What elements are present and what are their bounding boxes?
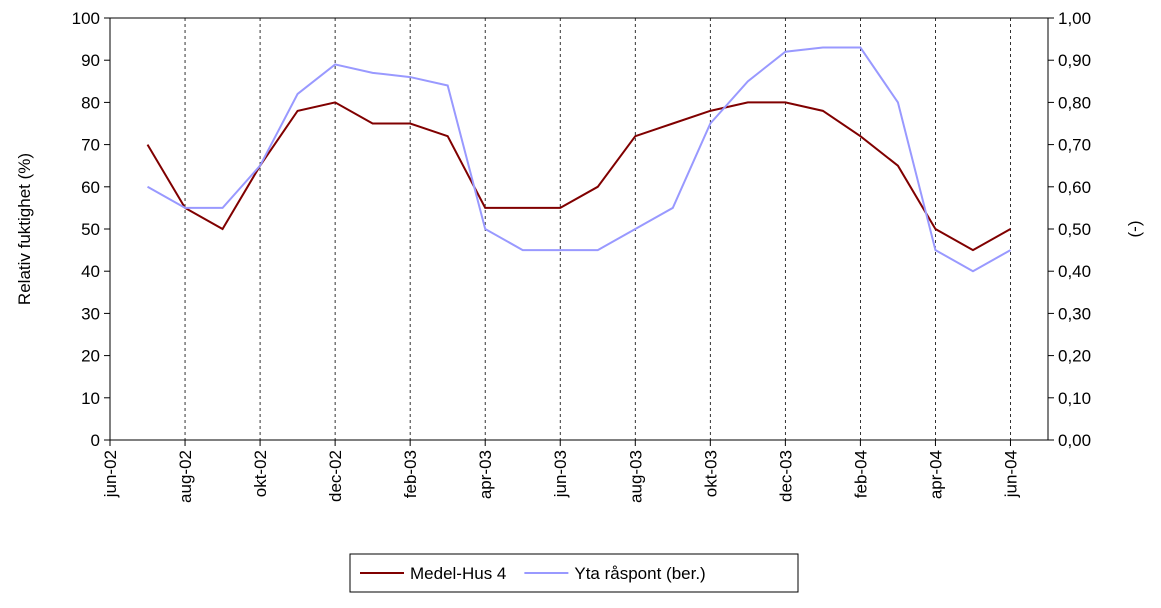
x-tick-label: jun-02 <box>101 450 120 498</box>
x-tick-label: jun-04 <box>1001 450 1020 498</box>
y-tick-label: 60 <box>81 178 100 197</box>
y-tick-label: 50 <box>81 220 100 239</box>
y2-tick-label: 0,20 <box>1058 347 1091 366</box>
y2-axis-label: (-) <box>1125 221 1144 238</box>
x-tick-label: apr-04 <box>926 450 945 499</box>
y2-tick-label: 0,90 <box>1058 51 1091 70</box>
x-tick-label: okt-02 <box>251 450 270 497</box>
y2-tick-label: 0,00 <box>1058 431 1091 450</box>
y-tick-label: 90 <box>81 51 100 70</box>
y-axis-label: Relativ fuktighet (%) <box>15 153 34 305</box>
x-tick-label: apr-03 <box>476 450 495 499</box>
y-tick-label: 100 <box>72 9 100 28</box>
y-tick-label: 20 <box>81 347 100 366</box>
x-tick-label: jun-03 <box>551 450 570 498</box>
x-tick-label: aug-03 <box>626 450 645 503</box>
y2-tick-label: 0,80 <box>1058 93 1091 112</box>
legend-label: Medel-Hus 4 <box>410 564 506 583</box>
x-tick-label: aug-02 <box>176 450 195 503</box>
series-line <box>147 46 1011 273</box>
x-tick-label: feb-04 <box>851 450 870 498</box>
y-tick-label: 40 <box>81 262 100 281</box>
y2-tick-label: 0,60 <box>1058 178 1091 197</box>
y2-tick-label: 1,00 <box>1058 9 1091 28</box>
x-tick-label: dec-03 <box>776 450 795 502</box>
plot-frame <box>109 17 1049 441</box>
y2-tick-label: 0,30 <box>1058 304 1091 323</box>
y-tick-label: 30 <box>81 304 100 323</box>
y2-tick-label: 0,50 <box>1058 220 1091 239</box>
series-line <box>146 101 1011 252</box>
legend-label: Yta råspont (ber.) <box>574 564 705 583</box>
y-tick-label: 0 <box>91 431 100 450</box>
y-tick-label: 10 <box>81 389 100 408</box>
y-tick-label: 80 <box>81 93 100 112</box>
legend-box <box>349 553 799 593</box>
x-tick-label: okt-03 <box>701 450 720 497</box>
y-tick-label: 70 <box>81 136 100 155</box>
y2-tick-label: 0,10 <box>1058 389 1091 408</box>
y2-tick-label: 0,40 <box>1058 262 1091 281</box>
x-tick-label: dec-02 <box>326 450 345 502</box>
y2-tick-label: 0,70 <box>1058 136 1091 155</box>
x-tick-label: feb-03 <box>401 450 420 498</box>
